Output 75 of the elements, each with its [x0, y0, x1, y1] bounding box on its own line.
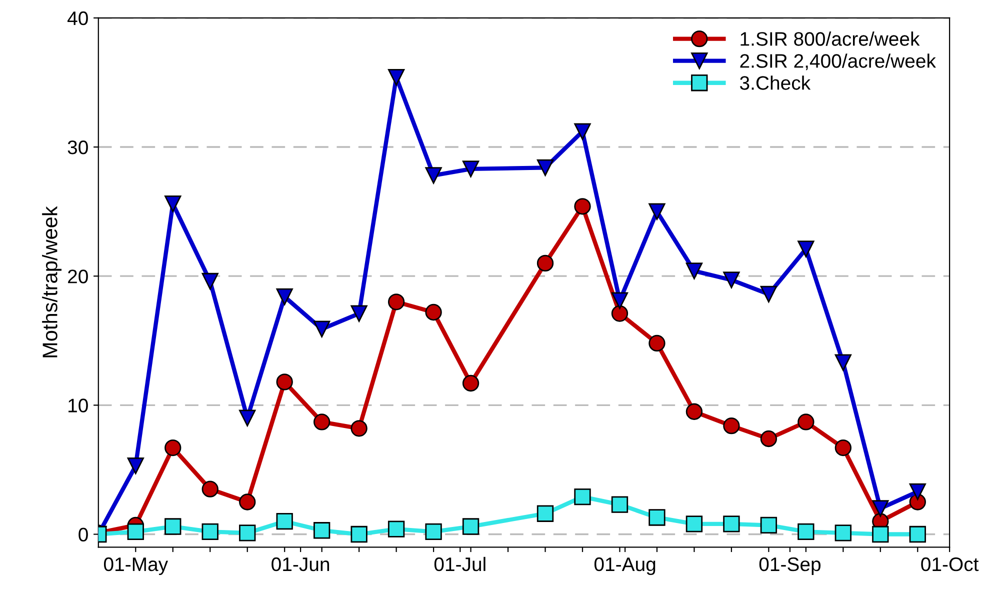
point	[425, 304, 442, 321]
point	[127, 458, 144, 474]
point	[834, 354, 852, 371]
point	[127, 523, 144, 540]
point	[164, 439, 182, 456]
point	[388, 520, 405, 538]
point	[798, 523, 814, 540]
point	[276, 288, 293, 306]
point	[313, 320, 330, 338]
legend-label: 1.SIR 800/acre/week	[740, 32, 920, 46]
point	[872, 526, 889, 543]
point	[313, 522, 330, 539]
point	[313, 414, 330, 430]
point	[798, 240, 814, 258]
point	[239, 494, 256, 510]
x-tick-label: 01-May	[104, 557, 168, 576]
point	[723, 516, 740, 532]
point	[536, 254, 554, 272]
point	[202, 523, 218, 540]
point	[798, 414, 814, 430]
y-tick-label: 20	[68, 270, 88, 284]
point	[164, 195, 182, 212]
point	[388, 294, 405, 310]
point	[276, 374, 293, 390]
point	[536, 159, 554, 176]
point	[202, 480, 218, 498]
point	[909, 526, 926, 543]
point	[872, 500, 889, 517]
point	[574, 488, 591, 506]
point	[462, 518, 480, 535]
y-tick-label: 0	[78, 528, 88, 542]
point	[350, 305, 368, 322]
point	[686, 516, 703, 532]
point	[574, 198, 591, 215]
point	[462, 160, 480, 178]
point	[425, 167, 442, 184]
point	[350, 420, 368, 437]
point	[611, 305, 628, 322]
point	[425, 523, 442, 540]
point	[723, 418, 740, 434]
point	[164, 518, 182, 535]
point	[834, 439, 852, 456]
point	[350, 526, 368, 543]
point	[686, 262, 703, 280]
legend-label: 2.SIR 2,400/acre/week	[740, 54, 936, 70]
y-tick-label: 10	[68, 398, 88, 412]
x-tick-label: 01-Aug	[594, 557, 656, 576]
point	[760, 286, 778, 303]
point	[909, 483, 926, 500]
point	[611, 496, 628, 513]
point	[239, 410, 256, 426]
y-tick-label: 30	[68, 140, 88, 154]
point	[760, 430, 778, 448]
x-tick-label: 01-Oct	[921, 557, 979, 572]
point	[388, 68, 405, 86]
point	[723, 272, 740, 288]
legend-label: 3.Check	[740, 76, 811, 90]
point	[276, 513, 293, 530]
x-tick-label: 01-Sep	[759, 557, 821, 576]
point	[202, 272, 218, 290]
point	[574, 123, 591, 140]
point	[462, 374, 480, 392]
point	[611, 292, 628, 309]
point	[834, 524, 852, 542]
point	[648, 509, 666, 526]
y-tick-label: 40	[68, 11, 88, 26]
y-axis-title: Moths/trap/week	[42, 206, 62, 358]
x-tick-label: 01-Jun	[272, 557, 330, 572]
point	[239, 524, 256, 542]
point	[648, 334, 666, 352]
x-tick-label: 01-Jul	[434, 556, 486, 572]
point	[760, 516, 778, 534]
point	[536, 505, 554, 522]
point	[686, 403, 703, 420]
point	[648, 203, 666, 220]
